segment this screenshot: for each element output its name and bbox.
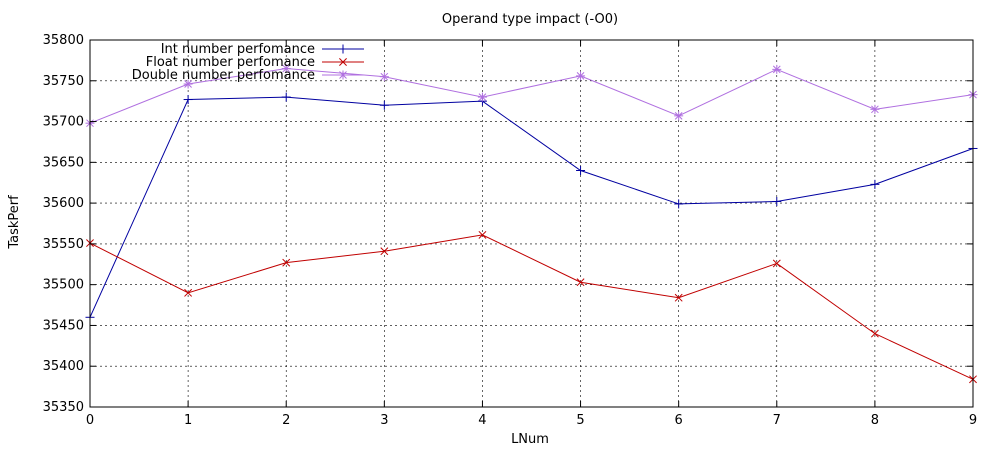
legend-label: Int number perfomance (161, 42, 315, 57)
x-tick-label: 1 (184, 413, 192, 428)
y-tick-label: 35750 (43, 74, 84, 89)
x-tick-label: 2 (282, 413, 290, 428)
data-point (379, 100, 389, 110)
data-point (281, 92, 291, 102)
chart-title: Operand type impact (-O0) (442, 12, 618, 27)
x-tick-label: 6 (675, 413, 683, 428)
x-axis-title: LNum (511, 432, 549, 447)
data-point (576, 165, 586, 175)
legend-entry: Float number perfomance (146, 55, 364, 70)
y-tick-label: 35600 (43, 196, 84, 211)
data-point (477, 92, 487, 102)
data-point (772, 259, 781, 268)
data-point (478, 230, 487, 239)
x-tick-label: 4 (478, 413, 486, 428)
data-point (576, 71, 586, 81)
y-tick-label: 35700 (43, 115, 84, 130)
data-point (183, 95, 193, 105)
data-point (281, 64, 291, 74)
legend-label: Double number perfomance (132, 68, 315, 83)
x-tick-label: 9 (969, 413, 977, 428)
y-tick-label: 35800 (43, 33, 84, 48)
x-tick-label: 0 (86, 413, 94, 428)
data-point (282, 258, 291, 267)
legend-label: Float number perfomance (146, 55, 315, 70)
y-tick-label: 35550 (43, 237, 84, 252)
data-point (870, 104, 880, 114)
y-tick-label: 35650 (43, 155, 84, 170)
data-point (674, 111, 684, 121)
y-tick-label: 35350 (43, 400, 84, 415)
data-point (184, 288, 193, 297)
legend-entry: Double number perfomance (132, 68, 364, 83)
data-point (870, 329, 879, 338)
series-line (89, 68, 974, 124)
x-tick-label: 8 (871, 413, 879, 428)
series-group (85, 64, 978, 384)
data-point (772, 64, 782, 74)
data-point (183, 79, 193, 89)
x-tick-label: 7 (773, 413, 781, 428)
x-axis: 0 1 2 3 4 5 6 7 8 9 (86, 40, 977, 428)
x-tick-label: 5 (576, 413, 584, 428)
legend-marker (338, 44, 348, 54)
data-point (674, 293, 683, 302)
y-axis-title: TaskPerf (7, 195, 22, 250)
x-tick-label: 3 (380, 413, 388, 428)
data-point (380, 247, 389, 256)
y-axis: 35350 35400 35450 35500 35550 35600 35650 35700… (43, 33, 973, 415)
legend-marker (339, 58, 347, 66)
series-2 (86, 230, 977, 384)
plot-area-frame (89, 39, 974, 408)
data-point (772, 196, 782, 206)
legend-marker (338, 70, 348, 80)
legend-entry: Int number perfomance (161, 42, 364, 57)
y-tick-label: 35400 (43, 359, 84, 374)
y-tick-label: 35450 (43, 318, 84, 333)
y-tick-label: 35500 (43, 278, 84, 293)
data-point (674, 199, 684, 209)
series-line (89, 96, 974, 318)
data-point (379, 72, 389, 82)
series-1 (85, 92, 978, 322)
data-point (576, 278, 585, 287)
series-line (89, 234, 974, 380)
data-point (870, 179, 880, 189)
series-3 (85, 64, 978, 128)
